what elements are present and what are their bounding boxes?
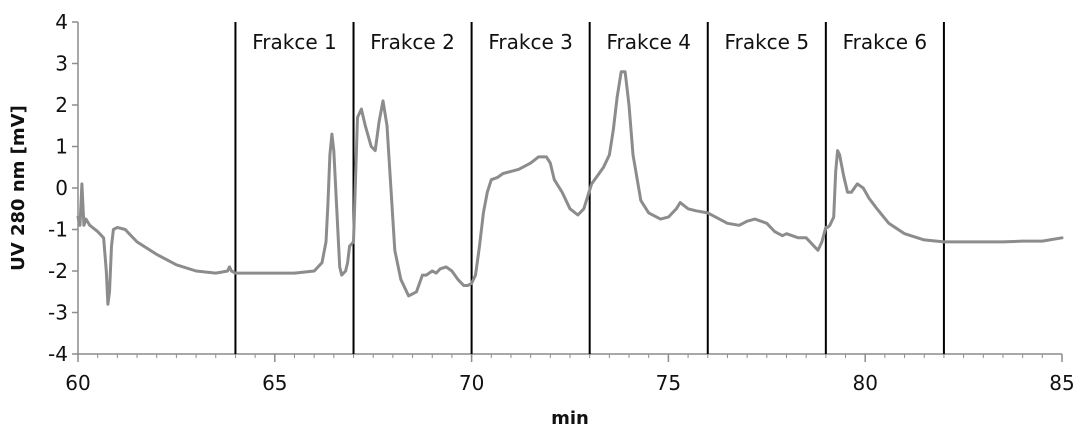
y-tick-label: -4 <box>48 342 68 366</box>
x-tick-label: 70 <box>459 371 484 395</box>
fraction-label: Frakce 4 <box>606 30 691 54</box>
fraction-label: Frakce 3 <box>488 30 573 54</box>
x-tick-label: 80 <box>852 371 877 395</box>
fraction-labels: Frakce 1 Frakce 2 Frakce 3 Frakce 4 Frakce 5… <box>252 30 927 54</box>
x-tick-label: 85 <box>1049 371 1074 395</box>
x-tick-label: 75 <box>656 371 681 395</box>
y-axis-title: UV 280 nm [mV] <box>8 105 29 271</box>
fraction-label: Frakce 5 <box>725 30 810 54</box>
y-axis-tick-labels: -4 -3 -2 -1 0 1 2 3 4 <box>48 10 68 366</box>
y-tick-label: 1 <box>55 135 68 159</box>
x-tick-label: 60 <box>65 371 90 395</box>
y-tick-label: -3 <box>48 301 68 325</box>
y-tick-label: -2 <box>48 259 68 283</box>
fraction-dividers <box>234 22 945 354</box>
x-axis-title: min <box>551 408 589 429</box>
y-tick-label: 3 <box>55 52 68 76</box>
y-axis-tick-marks <box>72 21 78 355</box>
x-axis-tick-marks <box>77 354 1063 362</box>
fraction-label: Frakce 1 <box>252 30 337 54</box>
x-axis-tick-labels: 60 65 70 75 80 85 <box>65 371 1074 395</box>
fraction-label: Frakce 2 <box>370 30 455 54</box>
fraction-label: Frakce 6 <box>843 30 928 54</box>
y-tick-label: 0 <box>55 176 68 200</box>
y-tick-label: 4 <box>55 10 68 34</box>
x-tick-label: 65 <box>262 371 287 395</box>
uv-trace-line <box>76 70 1064 306</box>
y-tick-label: 2 <box>55 93 68 117</box>
y-tick-label: -1 <box>48 218 68 242</box>
